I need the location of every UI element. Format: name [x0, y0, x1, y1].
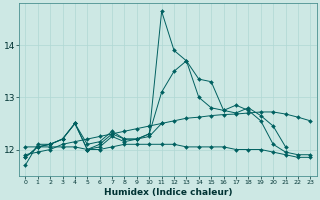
X-axis label: Humidex (Indice chaleur): Humidex (Indice chaleur)	[104, 188, 232, 197]
